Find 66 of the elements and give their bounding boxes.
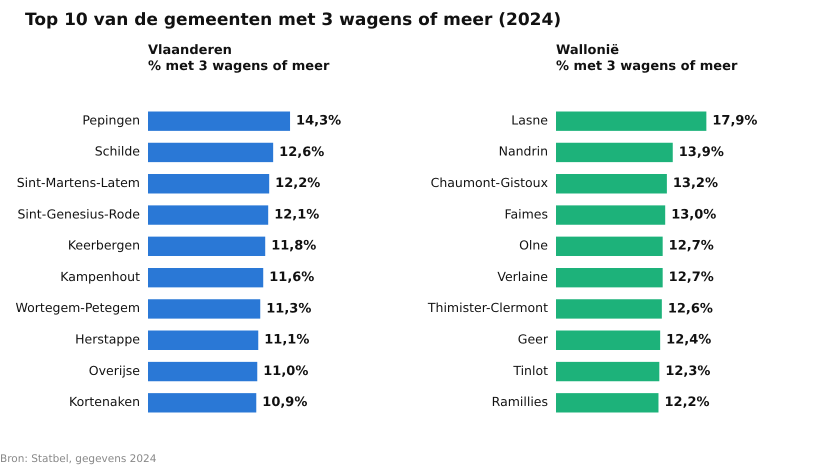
bar [148,299,260,319]
bar [556,236,663,256]
y-tick-label: Kortenaken [69,394,140,410]
bar [148,268,264,288]
data-label: 11,8% [271,238,316,254]
bar [148,205,268,225]
bar [148,330,258,350]
data-label: 13,9% [678,144,724,160]
data-label: 12,4% [666,332,712,348]
y-tick-label: Sint-Genesius-Rode [17,206,140,222]
data-label: 12,6% [668,301,713,316]
y-tick-label: Overijse [88,362,140,378]
chart-subtitle: Vlaanderen [148,43,232,58]
data-label: 12,3% [665,364,710,379]
y-tick-label: Herstappe [75,332,140,346]
bar [148,174,270,194]
y-tick-label: Verlaine [497,268,548,284]
y-tick-label: Olne [519,238,548,253]
data-label: 12,1% [274,207,320,222]
data-label: 14,3% [296,114,342,129]
chart-title: Top 10 van de gemeenten met 3 wagens of meer (2024) [25,10,562,30]
y-tick-label: Kampenhout [60,268,140,284]
data-label: 12,2% [664,395,710,410]
y-tick-label: Thimister-Clermont [426,300,548,316]
bar [556,142,673,162]
bar [556,268,663,288]
data-label: 13,2% [672,176,718,192]
bar [556,330,660,350]
data-label: 10,9% [262,395,308,410]
bar [148,236,266,256]
data-label: 11,6% [269,270,314,286]
y-tick-label: Wortegem-Petegem [16,300,140,316]
y-tick-label: Schilde [94,144,140,159]
chart-subtitle: Wallonië [556,43,620,58]
y-tick-label: Pepingen [82,112,140,128]
y-tick-label: Tinlot [512,362,548,378]
y-tick-label: Keerbergen [68,238,140,253]
y-tick-label: Lasne [511,112,548,128]
data-label: 12,6% [279,144,324,160]
bar [148,142,274,162]
bar [556,299,662,319]
bar [148,111,290,131]
data-label: 11,1% [264,332,310,348]
bar [556,174,667,194]
data-label: 17,9% [712,114,758,129]
bar [556,111,706,131]
bar [556,205,666,225]
y-tick-label: Sint-Martens-Latem [16,175,140,190]
y-tick-label: Geer [518,332,549,346]
bar [556,393,658,413]
y-tick-label: Nandrin [498,144,548,159]
y-tick-label: Chaumont-Gistoux [430,175,548,190]
data-label: 11,3% [266,301,312,316]
x-axis-title: % met 3 wagens of meer [556,59,738,74]
bar [148,362,258,382]
x-axis-title: % met 3 wagens of meer [148,59,330,74]
data-label: 12,7% [668,270,714,286]
data-label: 11,0% [263,364,308,379]
y-tick-label: Ramillies [492,394,548,410]
text: Bron: Statbel, gegevens 2024 [0,453,156,465]
bar [148,393,256,413]
data-label: 12,2% [275,176,320,192]
data-label: 12,7% [668,238,714,254]
data-label: 13,0% [671,207,716,222]
bar [556,362,660,382]
y-tick-label: Faimes [504,206,548,222]
